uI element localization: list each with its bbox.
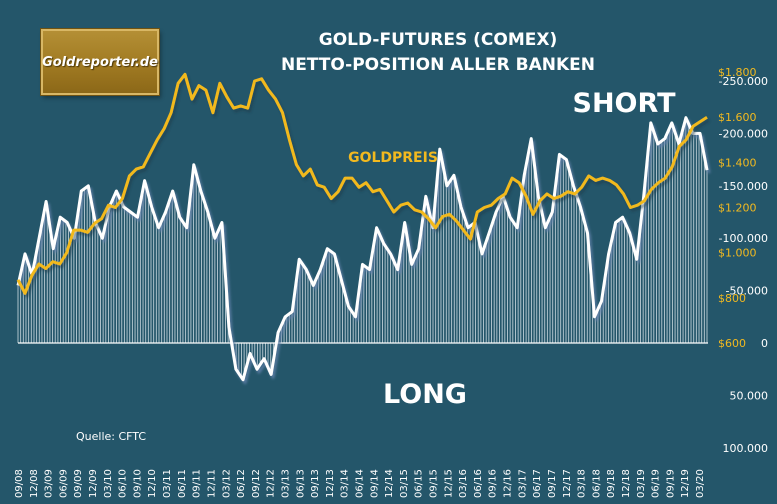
x-axis-tick-label: 06/10 — [118, 469, 129, 498]
x-axis-tick-label: 12/10 — [147, 469, 158, 498]
x-axis-tick-label: 09/17 — [547, 469, 558, 498]
x-axis-tick-label: 06/12 — [236, 469, 247, 498]
x-axis-tick-label: 09/18 — [606, 469, 617, 498]
x-axis-tick-label: 12/12 — [266, 469, 277, 498]
x-axis-tick-label: 06/14 — [355, 469, 366, 498]
x-axis-tick-label: 06/16 — [473, 469, 484, 498]
x-axis-tick-label: 03/15 — [399, 469, 410, 498]
x-axis-tick-label: 03/10 — [103, 469, 114, 498]
x-axis-tick-label: 03/13 — [280, 469, 291, 498]
x-axis-tick-label: 09/15 — [429, 469, 440, 498]
chart-title-line-2: NETTO-POSITION ALLER BANKEN — [281, 55, 595, 75]
x-axis-tick-label: 12/09 — [88, 469, 99, 498]
left-axis-tick-label: -200.000 — [719, 127, 768, 140]
left-axis-tick-label: 100.000 — [723, 442, 769, 455]
x-axis-tick-label: 03/09 — [44, 469, 55, 498]
right-axis-tick-label: $1.600 — [718, 111, 757, 124]
left-axis-tick-label: -50.000 — [726, 285, 768, 298]
logo-text: Goldreporter.de — [42, 54, 158, 70]
x-axis-tick-label: 06/17 — [532, 469, 543, 498]
x-axis-tick-label: 12/16 — [503, 469, 514, 498]
x-axis-tick-label: 12/19 — [680, 469, 691, 498]
right-axis-tick-label: $1.800 — [718, 66, 757, 79]
long-label: LONG — [383, 379, 467, 410]
x-axis-tick-label: 06/18 — [591, 469, 602, 498]
x-axis-tick-label: 03/11 — [162, 469, 173, 498]
x-axis-tick-label: 09/08 — [14, 469, 25, 498]
goldreporter-logo: Goldreporter.de — [41, 29, 159, 95]
x-axis-tick-label: 09/16 — [488, 469, 499, 498]
position-spikes — [17, 118, 708, 378]
left-axis-tick-label: 0 — [761, 337, 768, 350]
x-axis-tick-label: 03/14 — [340, 469, 351, 498]
right-axis-tick-label: $600 — [718, 337, 746, 350]
x-axis-tick-label: 06/13 — [295, 469, 306, 498]
x-axis-tick-label: 09/10 — [132, 469, 143, 498]
x-axis-tick-label: 03/12 — [221, 469, 232, 498]
gold-price-line — [16, 72, 708, 295]
x-axis-tick-label: 09/09 — [73, 469, 84, 498]
x-axis-tick-label: 12/18 — [621, 469, 632, 498]
x-axis-tick-label: 03/16 — [458, 469, 469, 498]
chart-title-line-1: GOLD-FUTURES (COMEX) — [319, 30, 558, 50]
x-axis-tick-label: 12/14 — [384, 469, 395, 498]
right-axis-tick-label: $800 — [718, 292, 746, 305]
x-axis-tick-label: 09/11 — [192, 469, 203, 498]
x-axis-tick-label: 12/08 — [29, 469, 40, 498]
right-axis-tick-label: $1.000 — [718, 247, 757, 260]
x-axis-tick-label: 03/17 — [517, 469, 528, 498]
x-axis-tick-label: 03/19 — [636, 469, 647, 498]
x-axis-tick-label: 12/17 — [562, 469, 573, 498]
right-axis-tick-label: $1.200 — [718, 202, 757, 215]
left-axis-tick-label: -100.000 — [719, 232, 768, 245]
short-label: SHORT — [573, 88, 677, 119]
x-axis-tick-label: 09/19 — [665, 469, 676, 498]
x-axis-tick-label: 03/18 — [577, 469, 588, 498]
x-axis-tick-label: 12/15 — [443, 469, 454, 498]
x-axis-tick-label: 06/19 — [651, 469, 662, 498]
left-axis-tick-label: -150.000 — [719, 180, 768, 193]
right-axis-tick-label: $1.400 — [718, 156, 757, 169]
source-label: Quelle: CFTC — [76, 430, 146, 443]
right-axis-ticks: $1.800 $1.600 $1.400 $1.200 $1.000 $800 $600 — [718, 66, 757, 350]
x-axis-tick-label: 06/11 — [177, 469, 188, 498]
x-axis-tick-label: 06/15 — [414, 469, 425, 498]
left-axis-tick-label: 50.000 — [730, 389, 769, 402]
x-axis-tick-label: 09/14 — [369, 469, 380, 498]
left-axis-tick-label: -250.000 — [719, 75, 768, 88]
x-axis-tick-label: 03/20 — [695, 469, 706, 498]
x-axis-tick-label: 09/13 — [310, 469, 321, 498]
x-axis-tick-label: 09/12 — [251, 469, 262, 498]
left-axis-ticks: -250.000 -200.000 -150.000 -100.000 -50.000 0… — [719, 75, 768, 455]
x-axis-tick-label: 12/11 — [206, 469, 217, 498]
x-axis-tick-label: 12/13 — [325, 469, 336, 498]
position-line — [16, 116, 709, 382]
x-axis-ticks: 09/08 12/08 03/09 06/09 09/09 12/09 03/10 06/10… — [14, 469, 706, 498]
goldpreis-label: GOLDPREIS — [348, 150, 438, 166]
x-axis-tick-label: 06/09 — [58, 469, 69, 498]
